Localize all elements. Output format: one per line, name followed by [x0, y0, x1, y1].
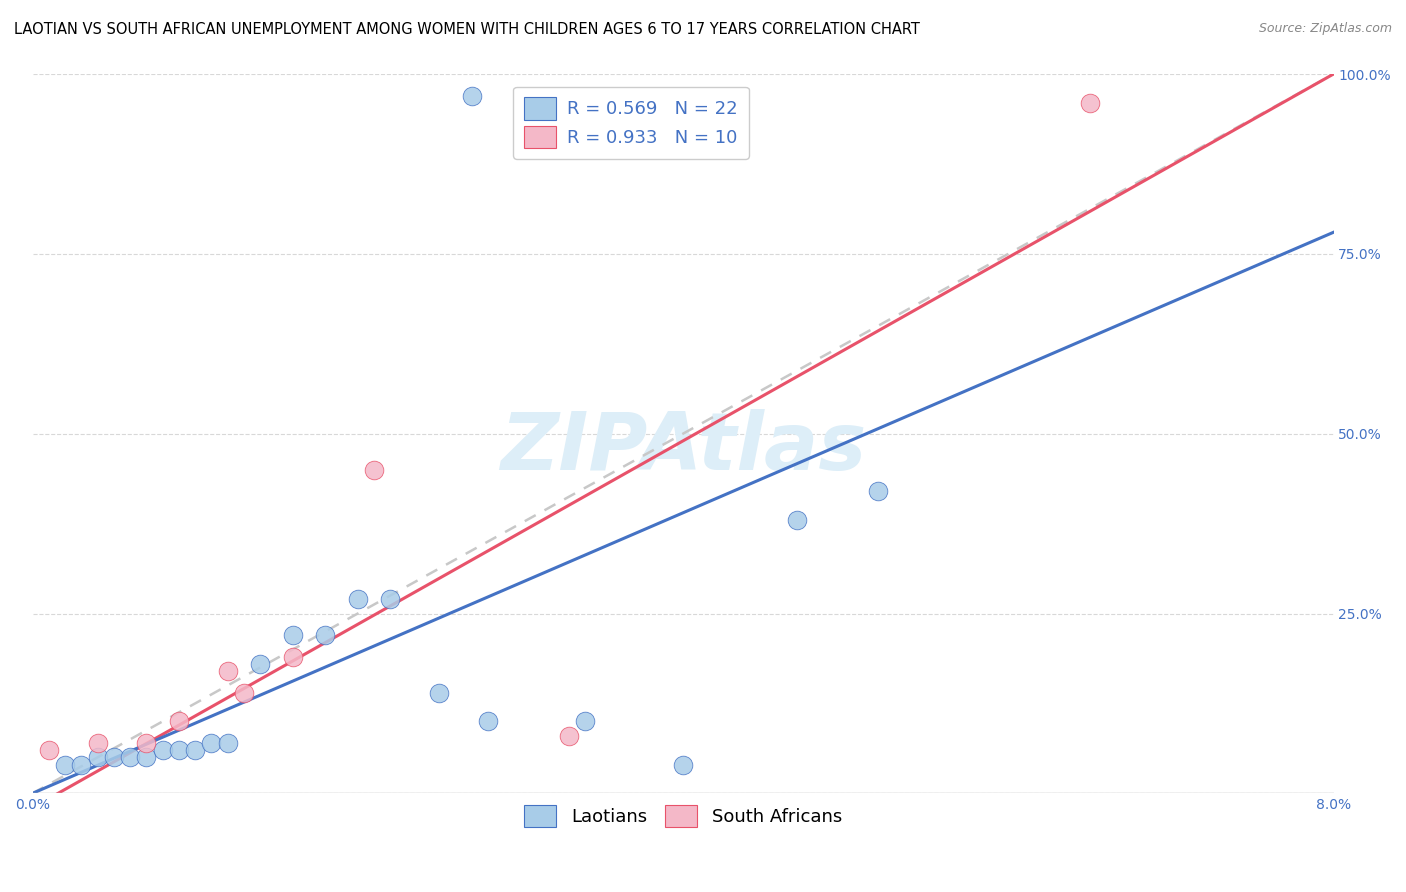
Point [167, 714, 190, 729]
Point [70, 757, 93, 772]
Point [135, 736, 157, 750]
Point [460, 88, 482, 103]
Point [558, 729, 581, 743]
Point [346, 592, 368, 607]
Point [53, 757, 76, 772]
Point [184, 743, 207, 757]
Point [281, 628, 304, 642]
Point [1078, 95, 1101, 110]
Point [86, 736, 108, 750]
Point [249, 657, 271, 671]
Text: Source: ZipAtlas.com: Source: ZipAtlas.com [1258, 22, 1392, 36]
Point [786, 513, 808, 527]
Text: ZIPAtlas: ZIPAtlas [501, 409, 866, 487]
Point [200, 736, 222, 750]
Point [868, 484, 890, 499]
Point [103, 750, 125, 764]
Point [232, 686, 254, 700]
Point [281, 649, 304, 664]
Point [672, 757, 695, 772]
Text: LAOTIAN VS SOUTH AFRICAN UNEMPLOYMENT AMONG WOMEN WITH CHILDREN AGES 6 TO 17 YEA: LAOTIAN VS SOUTH AFRICAN UNEMPLOYMENT AM… [14, 22, 920, 37]
Point [86, 750, 108, 764]
Point [38, 743, 60, 757]
Point [167, 743, 190, 757]
Point [427, 686, 450, 700]
Point [314, 628, 336, 642]
Point [477, 714, 499, 729]
Point [217, 664, 239, 678]
Point [363, 463, 385, 477]
Point [574, 714, 596, 729]
Point [217, 736, 239, 750]
Point [120, 750, 142, 764]
Point [380, 592, 402, 607]
Legend: Laotians, South Africans: Laotians, South Africans [516, 798, 849, 835]
Point [152, 743, 174, 757]
Point [135, 750, 157, 764]
